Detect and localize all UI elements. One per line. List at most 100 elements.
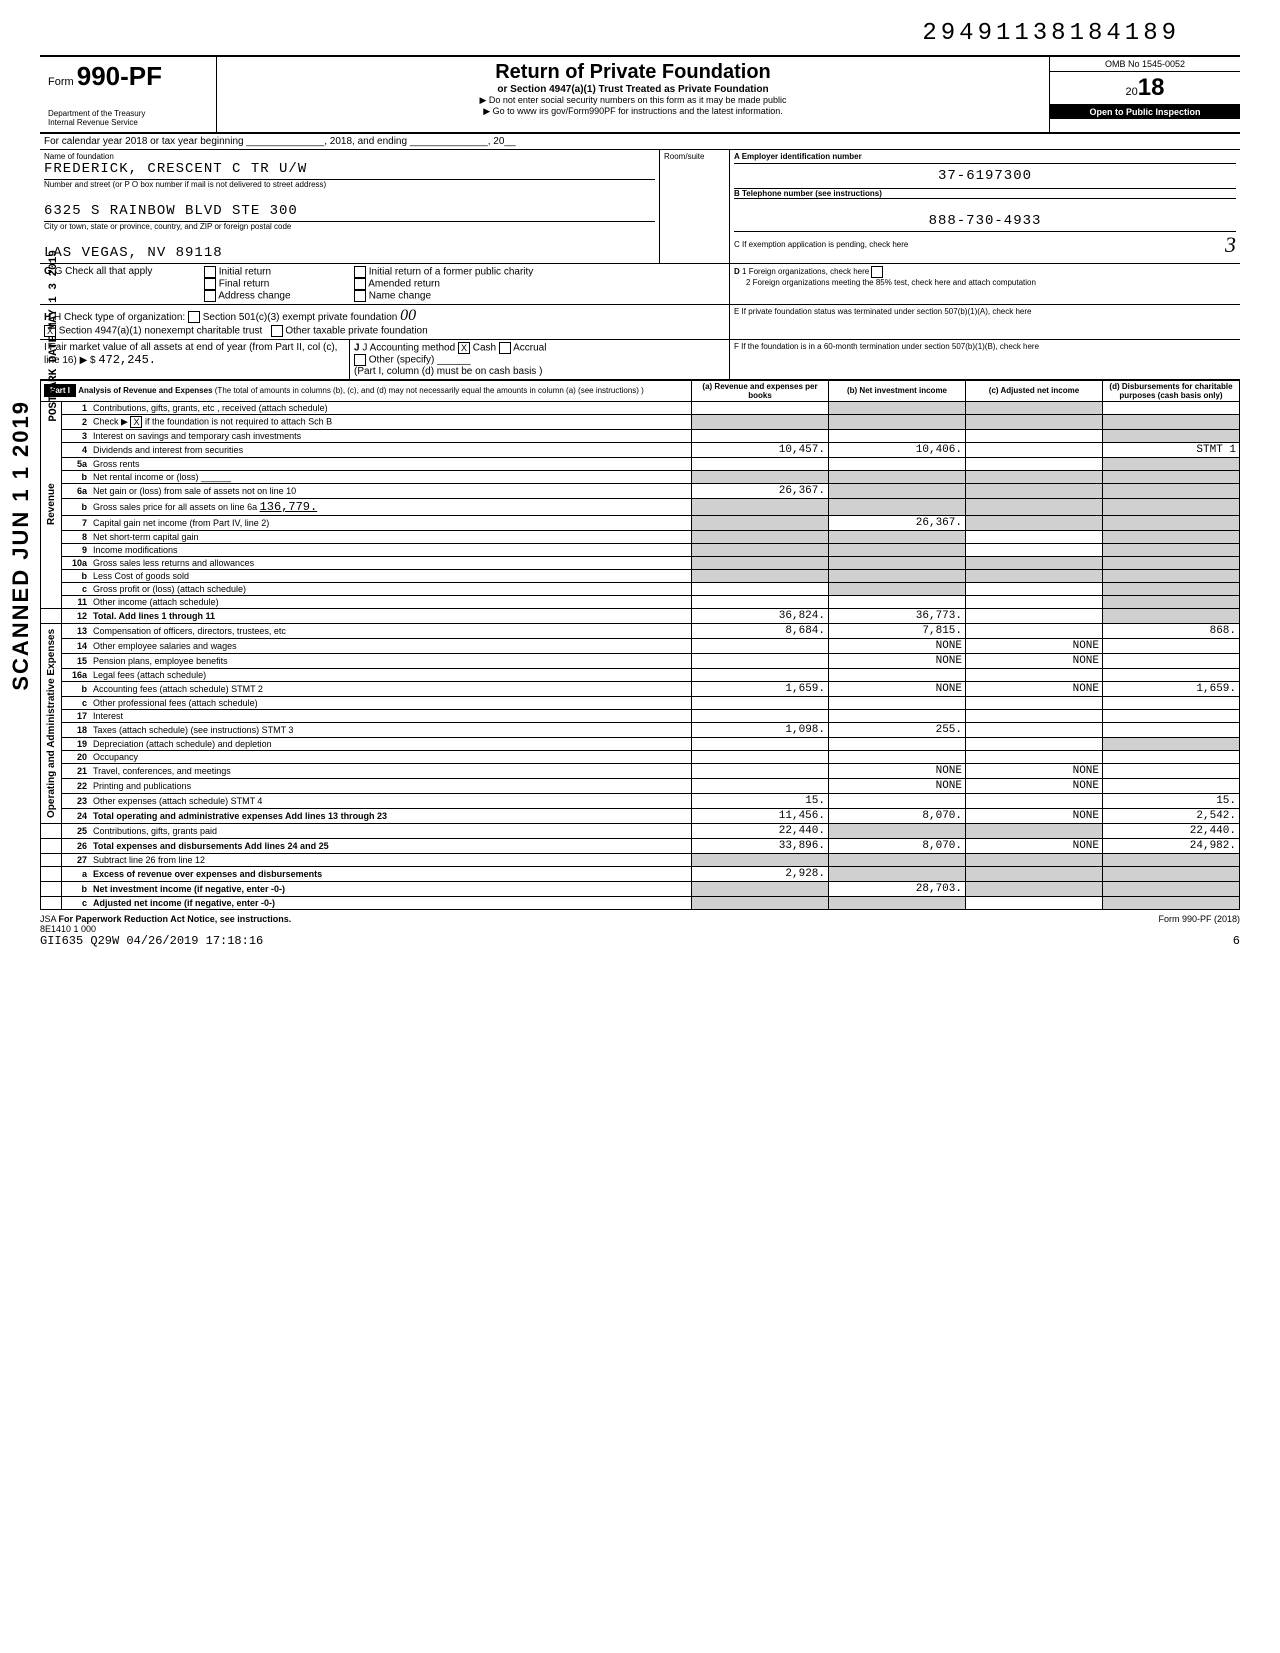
opt-addr: Address change bbox=[218, 290, 290, 301]
year-prefix: 20 bbox=[1126, 86, 1138, 98]
opt-amended: Amended return bbox=[368, 278, 440, 289]
line22-b: NONE bbox=[829, 778, 966, 793]
501c3-checkbox[interactable] bbox=[188, 311, 200, 323]
line9-desc: Income modifications bbox=[90, 543, 692, 556]
amended-checkbox[interactable] bbox=[354, 278, 366, 290]
line15-desc: Pension plans, employee benefits bbox=[90, 653, 692, 668]
part1-note: (The total of amounts in columns (b), (c… bbox=[215, 386, 644, 395]
footer: JSA For Paperwork Reduction Act Notice, … bbox=[40, 914, 1240, 948]
box-i-note: (Part I, column (d) must be on cash basi… bbox=[354, 366, 542, 377]
ein-value: 37-6197300 bbox=[734, 164, 1236, 189]
box-c-label: C If exemption application is pending, c… bbox=[734, 240, 908, 249]
line24-desc: Total operating and administrative expen… bbox=[93, 811, 387, 821]
line26-b: 8,070. bbox=[829, 838, 966, 853]
city-label: City or town, state or province, country… bbox=[44, 222, 655, 231]
line14-c: NONE bbox=[966, 638, 1103, 653]
foundation-city: LAS VEGAS, NV 89118 bbox=[44, 231, 655, 261]
line12-desc: Total. Add lines 1 through 11 bbox=[93, 611, 215, 621]
foreign-org-checkbox[interactable] bbox=[871, 266, 883, 278]
former-charity-checkbox[interactable] bbox=[354, 266, 366, 278]
opt-final: Final return bbox=[219, 278, 270, 289]
line16b-desc: Accounting fees (attach schedule) STMT 2 bbox=[90, 681, 692, 696]
line21-c: NONE bbox=[966, 763, 1103, 778]
form-header: Form 990-PF Department of the Treasury I… bbox=[40, 55, 1240, 134]
accrual-checkbox[interactable] bbox=[499, 342, 511, 354]
name-label: Name of foundation bbox=[44, 152, 655, 161]
postmark-stamp: POSTMARK DATE MAY 1 3 2019 bbox=[48, 250, 60, 422]
addr-label: Number and street (or P O box number if … bbox=[44, 180, 655, 189]
line4-b: 10,406. bbox=[829, 442, 966, 457]
box-d1: 1 Foreign organizations, check here bbox=[742, 267, 869, 276]
box-i-label: I Fair market value of all assets at end… bbox=[44, 342, 337, 366]
form-number: 990-PF bbox=[77, 61, 162, 91]
revenue-label: Revenue bbox=[41, 401, 62, 608]
opt-4947: Section 4947(a)(1) nonexempt charitable … bbox=[59, 325, 262, 336]
line18-b: 255. bbox=[829, 722, 966, 737]
calendar-year-line: For calendar year 2018 or tax year begin… bbox=[40, 134, 1240, 149]
col-b-header: (b) Net investment income bbox=[829, 380, 966, 401]
line27c-desc: Adjusted net income (if negative, enter … bbox=[93, 898, 275, 908]
col-d-header: (d) Disbursements for charitable purpose… bbox=[1103, 380, 1240, 401]
form-prefix: Form bbox=[48, 76, 74, 88]
line14-b: NONE bbox=[829, 638, 966, 653]
final-return-checkbox[interactable] bbox=[204, 278, 216, 290]
line6a-desc: Net gain or (loss) from sale of assets n… bbox=[90, 483, 692, 498]
line7-b: 26,367. bbox=[829, 515, 966, 530]
line4-desc: Dividends and interest from securities bbox=[90, 442, 692, 457]
line13-a: 8,684. bbox=[692, 623, 829, 638]
opt-accrual: Accrual bbox=[513, 342, 546, 353]
box-j-label: J Accounting method bbox=[362, 342, 455, 353]
scanned-stamp: SCANNED JUN 1 1 2019 bbox=[8, 400, 34, 691]
schb-checkbox[interactable]: X bbox=[130, 416, 142, 428]
line27b-b: 28,703. bbox=[829, 881, 966, 896]
line8-desc: Net short-term capital gain bbox=[90, 530, 692, 543]
initial-return-checkbox[interactable] bbox=[204, 266, 216, 278]
expenses-label: Operating and Administrative Expenses bbox=[41, 623, 62, 823]
inspection-label: Open to Public Inspection bbox=[1050, 105, 1240, 119]
other-method-checkbox[interactable] bbox=[354, 354, 366, 366]
line6b-desc: Gross sales price for all assets on line… bbox=[93, 502, 257, 512]
line12-a: 36,824. bbox=[692, 608, 829, 623]
line13-d: 868. bbox=[1103, 623, 1240, 638]
line25-d: 22,440. bbox=[1103, 823, 1240, 838]
foundation-address: 6325 S RAINBOW BLVD STE 300 bbox=[44, 189, 655, 222]
box-a-label: A Employer identification number bbox=[734, 152, 1236, 164]
address-change-checkbox[interactable] bbox=[204, 290, 216, 302]
line19-desc: Depreciation (attach schedule) and deple… bbox=[90, 737, 692, 750]
hand-3: 3 bbox=[1225, 232, 1236, 258]
line24-c: NONE bbox=[966, 808, 1103, 823]
line23-desc: Other expenses (attach schedule) STMT 4 bbox=[90, 793, 692, 808]
hand-00: 00 bbox=[400, 307, 416, 324]
fmv-value: 472,245. bbox=[98, 353, 156, 367]
line27b-desc: Net investment income (if negative, ente… bbox=[93, 884, 285, 894]
line27-desc: Subtract line 26 from line 12 bbox=[90, 853, 692, 866]
line22-c: NONE bbox=[966, 778, 1103, 793]
opt-cash: Cash bbox=[473, 342, 496, 353]
line16b-a: 1,659. bbox=[692, 681, 829, 696]
box-b-label: B Telephone number (see instructions) bbox=[734, 189, 1236, 199]
footer-code: 8E1410 1 000 bbox=[40, 924, 96, 934]
line16b-d: 1,659. bbox=[1103, 681, 1240, 696]
line18-a: 1,098. bbox=[692, 722, 829, 737]
line17-desc: Interest bbox=[90, 709, 692, 722]
name-change-checkbox[interactable] bbox=[354, 290, 366, 302]
line27a-desc: Excess of revenue over expenses and disb… bbox=[93, 869, 322, 879]
box-h-label: H Check type of organization: bbox=[54, 312, 185, 323]
line23-a: 15. bbox=[692, 793, 829, 808]
opt-other: Other taxable private foundation bbox=[285, 325, 427, 336]
line22-desc: Printing and publications bbox=[90, 778, 692, 793]
line5b-desc: Net rental income or (loss) ______ bbox=[90, 470, 692, 483]
opt-initial: Initial return bbox=[219, 266, 271, 277]
line6b-val: 136,779. bbox=[260, 500, 318, 514]
opt-name: Name change bbox=[369, 290, 431, 301]
cash-checkbox[interactable]: X bbox=[458, 342, 470, 354]
line10c-desc: Gross profit or (loss) (attach schedule) bbox=[90, 582, 692, 595]
year-suffix: 18 bbox=[1138, 74, 1165, 101]
line20-desc: Occupancy bbox=[90, 750, 692, 763]
other-taxable-checkbox[interactable] bbox=[271, 325, 283, 337]
box-g-label: G Check all that apply bbox=[55, 266, 153, 277]
footer-form: Form 990-PF (2018) bbox=[1158, 914, 1240, 924]
line10b-desc: Less Cost of goods sold bbox=[90, 569, 692, 582]
paperwork-notice: For Paperwork Reduction Act Notice, see … bbox=[59, 914, 292, 924]
room-label: Room/suite bbox=[664, 152, 725, 161]
